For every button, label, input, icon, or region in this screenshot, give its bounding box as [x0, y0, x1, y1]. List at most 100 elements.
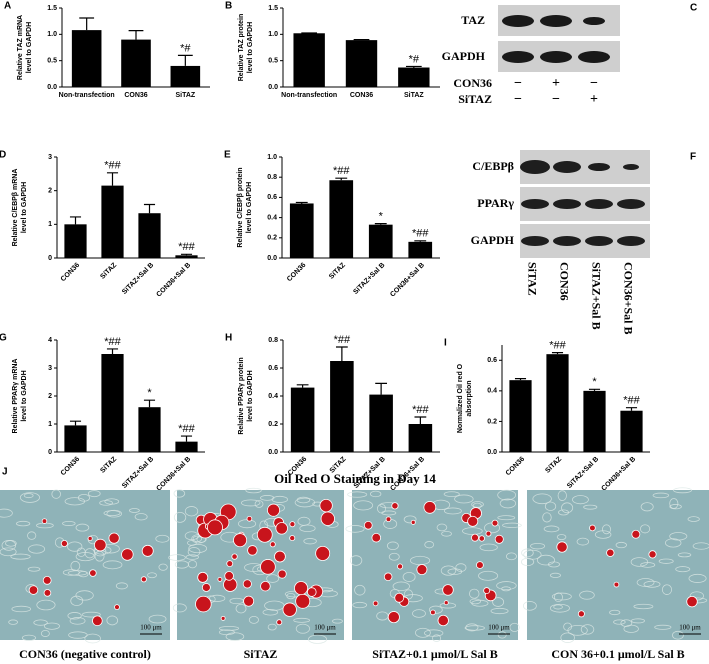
- lipid-droplet: [42, 575, 52, 585]
- lipid-droplet: [476, 561, 484, 569]
- bar: [64, 224, 87, 258]
- x-tick-label: SiTAZ+Sal B: [352, 262, 386, 296]
- y-tick-label: 1: [48, 221, 52, 228]
- cell: [62, 569, 80, 576]
- micrograph: [352, 490, 518, 640]
- lipid-droplet: [315, 545, 331, 561]
- lipid-droplet: [372, 600, 379, 607]
- blot-band: [617, 236, 645, 246]
- cell: [440, 565, 457, 576]
- x-tick-label: CON36: [350, 92, 373, 99]
- lipid-droplet: [41, 518, 48, 524]
- blot-band: [585, 236, 613, 246]
- image-caption: SiTAZ: [244, 647, 278, 661]
- cell: [184, 506, 199, 517]
- cell: [415, 627, 431, 638]
- lipid-droplet: [231, 553, 238, 560]
- error-bar: [296, 384, 309, 388]
- error-bar: [588, 388, 601, 391]
- lipid-droplet: [140, 576, 147, 583]
- y-tick-label: 0.2: [487, 418, 497, 425]
- y-axis-label: Relative PPARγ protein: [238, 357, 245, 434]
- annotation: *##: [178, 423, 195, 435]
- lipid-droplet: [416, 564, 428, 576]
- lipid-droplet: [217, 577, 223, 582]
- cell: [188, 543, 208, 554]
- lipid-droplet: [442, 584, 454, 596]
- error-bar: [414, 416, 427, 424]
- cell: [479, 543, 498, 552]
- x-tick-label: SiTAZ+Sal B: [566, 456, 600, 490]
- cell: [677, 552, 692, 558]
- x-tick-label: SiTAZ: [404, 92, 424, 99]
- y-tick-label: 1.0: [268, 31, 278, 38]
- cell: [436, 523, 448, 532]
- lipid-droplet: [423, 501, 437, 514]
- annotation: *##: [412, 404, 429, 416]
- y-tick-label: 0.0: [267, 255, 277, 262]
- blot-band: [585, 199, 613, 209]
- blot-band: [553, 199, 581, 209]
- annotation: *#: [409, 53, 420, 65]
- blot-band: [540, 51, 572, 63]
- lipid-droplet: [60, 540, 68, 548]
- cell: [563, 622, 573, 631]
- error-bar: [79, 17, 95, 31]
- y-axis-label: level to GAPDH: [246, 182, 253, 233]
- panel-letter: I: [444, 338, 447, 349]
- cell: [432, 634, 442, 642]
- bar: [138, 213, 161, 258]
- cell: [594, 530, 612, 539]
- cell: [633, 603, 654, 610]
- lipid-droplet: [197, 571, 209, 583]
- x-tick-label: SiTAZ: [99, 261, 118, 280]
- y-axis-label: Relative TAZ mRNA: [17, 15, 24, 80]
- lipid-droplet: [391, 502, 399, 510]
- lipid-droplet: [478, 535, 485, 542]
- cell: [530, 542, 546, 550]
- lipid-droplet: [577, 610, 585, 618]
- lipid-droplet: [195, 595, 212, 613]
- y-tick-label: 0.6: [267, 194, 277, 201]
- y-tick-label: 0: [48, 255, 52, 262]
- cell: [297, 516, 311, 526]
- blot-band: [502, 51, 534, 63]
- cell: [423, 629, 444, 637]
- annotation: *##: [412, 228, 429, 240]
- condition-label: CON36: [453, 76, 492, 90]
- cell: [523, 549, 542, 560]
- lipid-droplet: [87, 535, 93, 541]
- cell: [579, 590, 595, 600]
- bar: [64, 425, 87, 452]
- cell: [1, 539, 16, 551]
- cell: [532, 493, 552, 505]
- band-label: PPARγ: [477, 196, 514, 210]
- bar: [175, 441, 198, 452]
- cell: [658, 558, 674, 564]
- cell: [543, 525, 560, 533]
- cell: [99, 500, 113, 506]
- cell: [134, 513, 148, 521]
- condition-sign: +: [552, 76, 560, 91]
- panel-letter: F: [690, 152, 696, 163]
- bar: [408, 424, 433, 452]
- cell: [455, 563, 467, 572]
- cell: [70, 595, 84, 607]
- y-tick-label: 0.5: [268, 58, 278, 65]
- y-tick-label: 0.2: [267, 235, 277, 242]
- lane-label: SiTAZ: [525, 262, 539, 296]
- annotation: *##: [104, 336, 121, 348]
- lipid-droplet: [686, 595, 698, 608]
- y-axis-label: level to GAPDH: [247, 370, 254, 421]
- cell: [84, 548, 95, 559]
- cell: [403, 515, 417, 524]
- cell: [106, 615, 119, 626]
- staining-title: Oil Red O Staining in Day 14: [274, 471, 436, 486]
- error-bar: [551, 352, 564, 355]
- cell: [168, 554, 186, 561]
- cell: [549, 603, 570, 613]
- cell: [613, 619, 626, 625]
- error-bar: [143, 399, 156, 408]
- y-tick-label: 1.5: [47, 5, 57, 12]
